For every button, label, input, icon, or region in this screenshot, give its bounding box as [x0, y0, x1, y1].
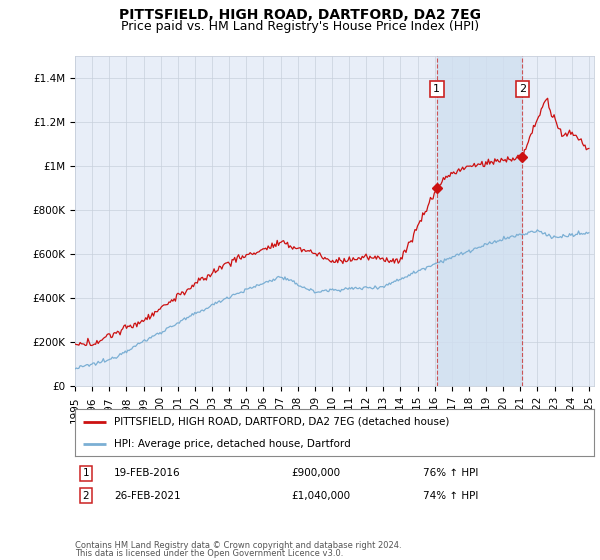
- Text: £1,040,000: £1,040,000: [291, 491, 350, 501]
- Text: 19-FEB-2016: 19-FEB-2016: [114, 468, 181, 478]
- Text: 1: 1: [433, 84, 440, 94]
- Text: 26-FEB-2021: 26-FEB-2021: [114, 491, 181, 501]
- Bar: [437, 56, 523, 386]
- Text: 2: 2: [82, 491, 89, 501]
- Text: HPI: Average price, detached house, Dartford: HPI: Average price, detached house, Dart…: [114, 438, 350, 449]
- Text: 2: 2: [519, 84, 526, 94]
- Text: Contains HM Land Registry data © Crown copyright and database right 2024.: Contains HM Land Registry data © Crown c…: [75, 541, 401, 550]
- Text: PITTSFIELD, HIGH ROAD, DARTFORD, DA2 7EG: PITTSFIELD, HIGH ROAD, DARTFORD, DA2 7EG: [119, 8, 481, 22]
- Text: 1: 1: [82, 468, 89, 478]
- Text: PITTSFIELD, HIGH ROAD, DARTFORD, DA2 7EG (detached house): PITTSFIELD, HIGH ROAD, DARTFORD, DA2 7EG…: [114, 417, 449, 427]
- Text: 74% ↑ HPI: 74% ↑ HPI: [423, 491, 478, 501]
- Text: Price paid vs. HM Land Registry's House Price Index (HPI): Price paid vs. HM Land Registry's House …: [121, 20, 479, 32]
- Text: £900,000: £900,000: [291, 468, 340, 478]
- Text: 76% ↑ HPI: 76% ↑ HPI: [423, 468, 478, 478]
- Text: This data is licensed under the Open Government Licence v3.0.: This data is licensed under the Open Gov…: [75, 549, 343, 558]
